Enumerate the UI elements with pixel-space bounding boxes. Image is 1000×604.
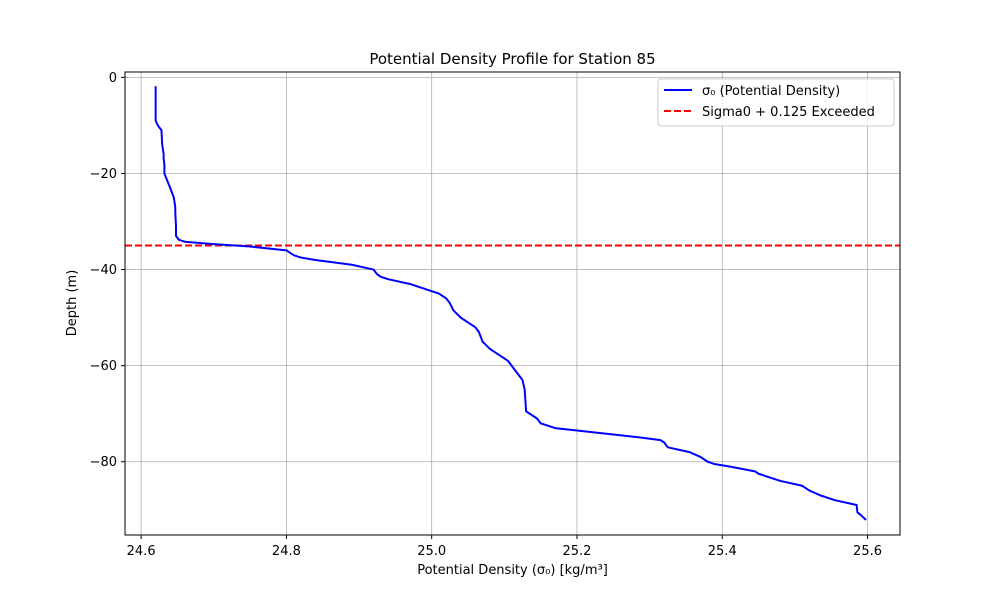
- y-tick-label: −80: [90, 455, 117, 470]
- x-axis-label: Potential Density (σ₀) [kg/m³]: [417, 563, 608, 578]
- x-axis: 24.6 24.8 25.0 25.2 25.4 25.6: [127, 535, 882, 559]
- x-tick-label: 25.4: [708, 544, 737, 559]
- x-tick-label: 25.0: [417, 544, 446, 559]
- legend-box: [657, 78, 895, 127]
- y-tick-label: −60: [90, 359, 117, 374]
- x-tick-label: 24.8: [272, 544, 301, 559]
- x-tick-label: 25.6: [853, 544, 882, 559]
- series-layer: [154, 86, 867, 521]
- y-axis-label: Depth (m): [65, 270, 80, 337]
- y-tick-label: 0: [109, 71, 117, 86]
- chart-title: Potential Density Profile for Station 85: [369, 50, 655, 68]
- legend-label-threshold: Sigma0 + 0.125 Exceeded: [702, 105, 875, 120]
- legend: σ₀ (Potential Density) Sigma0 + 0.125 Ex…: [657, 78, 895, 127]
- y-tick-label: −20: [90, 167, 117, 182]
- plot-frame: [124, 71, 901, 536]
- y-axis: 0 −20 −40 −60 −80: [90, 71, 125, 470]
- x-tick-label: 25.2: [562, 544, 591, 559]
- density-profile-line: [154, 86, 867, 521]
- y-tick-label: −40: [90, 263, 117, 278]
- legend-label-density: σ₀ (Potential Density): [702, 84, 840, 99]
- x-tick-label: 24.6: [127, 544, 156, 559]
